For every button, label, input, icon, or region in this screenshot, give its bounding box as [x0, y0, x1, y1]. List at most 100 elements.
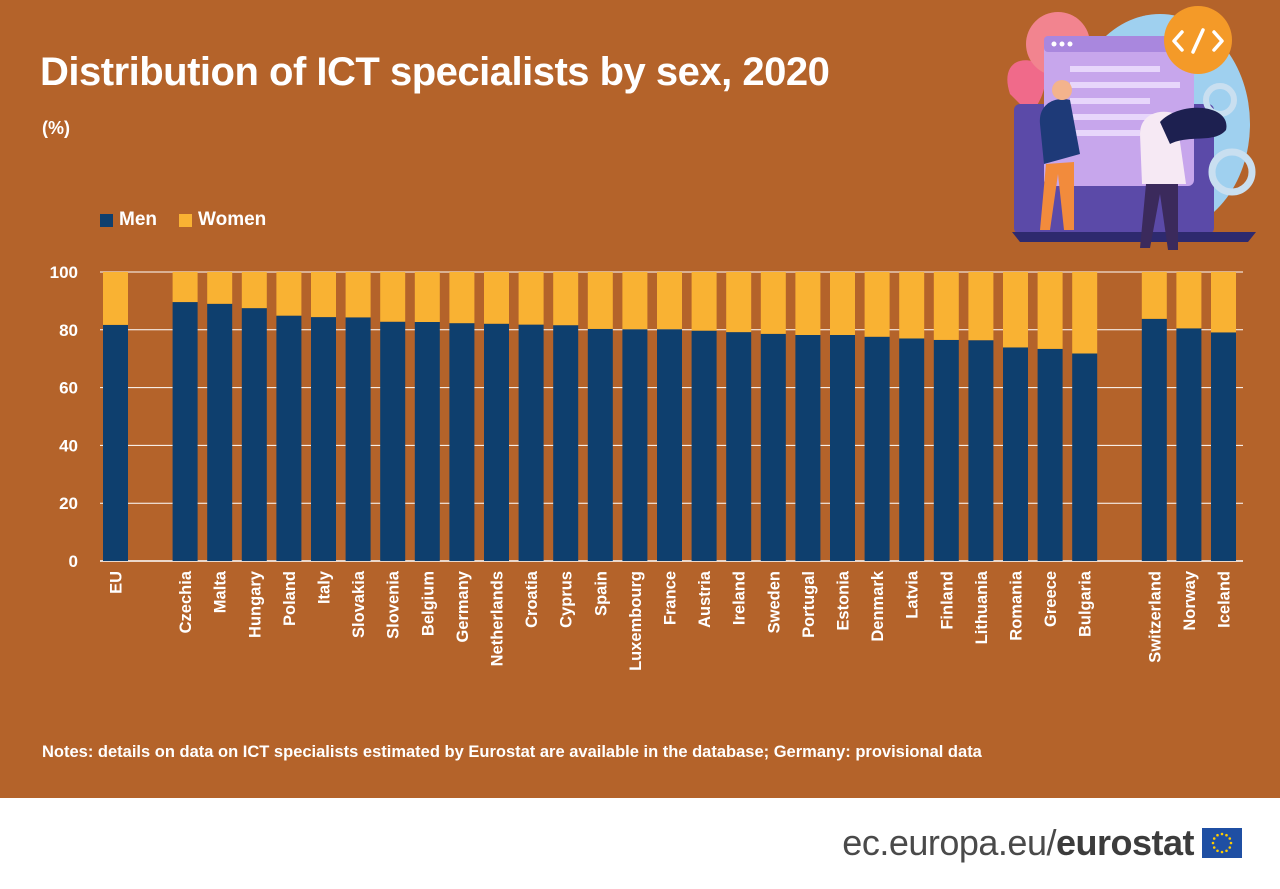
bar-men — [207, 303, 233, 561]
flag-star-icon — [1228, 846, 1232, 849]
bar-men — [622, 329, 648, 561]
flag-star-icon — [1211, 841, 1215, 845]
bar-men — [1176, 328, 1202, 561]
flag-star-icon — [1216, 849, 1219, 853]
bar-men — [553, 325, 579, 561]
flag-star-icon — [1216, 833, 1219, 837]
x-tick-label: Czechia — [177, 570, 195, 633]
x-tick-label: Greece — [1042, 571, 1060, 627]
flag-star-icon — [1212, 846, 1216, 849]
legend-label-women: Women — [198, 209, 267, 230]
bar-women — [968, 272, 994, 341]
bar-men — [1037, 348, 1063, 561]
x-tick-label: Portugal — [800, 571, 818, 638]
bar-women — [311, 272, 336, 318]
x-tick-label: Germany — [454, 570, 472, 642]
bar-men — [241, 308, 267, 561]
bar-men — [1211, 332, 1236, 561]
bar-women — [587, 272, 613, 329]
x-tick-label: Romania — [1008, 570, 1026, 641]
bar-women — [1141, 272, 1167, 319]
bar-women — [1003, 272, 1028, 348]
bar-men — [276, 315, 302, 561]
x-tick-label: Poland — [281, 571, 299, 626]
bar-women — [830, 272, 855, 336]
bar-men — [380, 321, 406, 561]
legend-label-men: Men — [119, 209, 157, 230]
bar-men — [899, 338, 925, 561]
x-axis-labels: EU Czechia Malta Hungary Poland Italy Slovakia… — [108, 570, 1234, 671]
bar-women — [484, 272, 509, 324]
chart-panel: Distribution of ICT specialists by sex, … — [0, 0, 1280, 798]
ict-illustration — [1007, 6, 1256, 250]
x-tick-label: France — [662, 571, 680, 625]
y-tick-label: 40 — [59, 436, 78, 455]
bar-women — [172, 272, 198, 303]
bar-women — [553, 272, 579, 326]
illustration-window-bar — [1044, 36, 1194, 52]
x-tick-label: Netherlands — [489, 571, 507, 666]
bar-men — [1141, 318, 1167, 561]
bar-women — [864, 272, 890, 337]
x-tick-label: Iceland — [1216, 571, 1234, 628]
flag-star-icon — [1220, 832, 1224, 836]
illustration-man-legs — [1040, 162, 1074, 230]
legend-item-women: Women — [179, 209, 266, 231]
x-tick-label: Estonia — [835, 570, 853, 630]
x-tick-label: Norway — [1181, 570, 1199, 630]
flag-star-icon — [1212, 837, 1216, 840]
x-tick-label: Malta — [212, 570, 230, 613]
x-tick-label: Ireland — [731, 571, 749, 625]
bar-women — [103, 272, 128, 325]
code-line — [1070, 98, 1150, 104]
illustration-woman-legs — [1140, 184, 1178, 250]
bar-women — [795, 272, 821, 336]
x-tick-label: Croatia — [523, 570, 541, 628]
bar-men — [795, 335, 821, 561]
illustration-man-head — [1052, 80, 1072, 100]
bar-men — [172, 302, 198, 561]
bar-women — [1072, 272, 1098, 354]
x-tick-label: Spain — [592, 571, 610, 616]
window-dot-icon — [1051, 41, 1057, 47]
code-line — [1070, 114, 1170, 120]
bar-women — [414, 272, 440, 322]
footer-url-prefix: ec.europa.eu/ — [842, 822, 1056, 863]
y-tick-label: 100 — [50, 263, 78, 282]
bar-men — [414, 321, 440, 561]
illustration-leaf — [1007, 60, 1046, 114]
stacked-bar-chart: 0 20 40 60 80 100 EU Czechia Malta Hungary Poland… — [50, 263, 1243, 671]
bar-women — [1176, 272, 1202, 329]
bar-women — [691, 272, 717, 331]
y-tick-label: 0 — [69, 552, 78, 571]
bar-men — [760, 333, 786, 561]
legend-item-men: Men — [100, 209, 157, 231]
footer: ec.europa.eu/eurostat — [842, 822, 1242, 864]
bar-men — [968, 340, 994, 561]
footer-url[interactable]: ec.europa.eu/eurostat — [842, 822, 1194, 864]
x-tick-label: Sweden — [765, 571, 783, 633]
bar-men — [518, 324, 544, 561]
x-tick-label: Slovenia — [385, 570, 403, 639]
flag-star-icon — [1225, 833, 1228, 837]
illustration-man — [1039, 99, 1080, 164]
x-tick-label: Austria — [696, 570, 714, 628]
x-tick-label: Latvia — [904, 570, 922, 619]
x-tick-label: Bulgaria — [1077, 570, 1095, 637]
bar-women — [726, 272, 752, 333]
bar-women — [933, 272, 959, 340]
legend: Men Women — [100, 209, 266, 231]
footer-brand: eurostat — [1055, 822, 1195, 863]
bar-men — [484, 323, 509, 561]
x-tick-label: Luxembourg — [627, 571, 645, 671]
flag-star-icon — [1229, 841, 1233, 845]
bar-women — [380, 272, 406, 322]
bar-women — [899, 272, 925, 339]
bar-women — [449, 272, 475, 324]
x-tick-label: Hungary — [246, 570, 264, 638]
bar-women — [622, 272, 648, 330]
code-brackets-icon — [1172, 28, 1224, 54]
eu-flag-icon — [1202, 828, 1242, 858]
window-dot-icon — [1059, 41, 1065, 47]
y-tick-label: 80 — [59, 321, 78, 340]
